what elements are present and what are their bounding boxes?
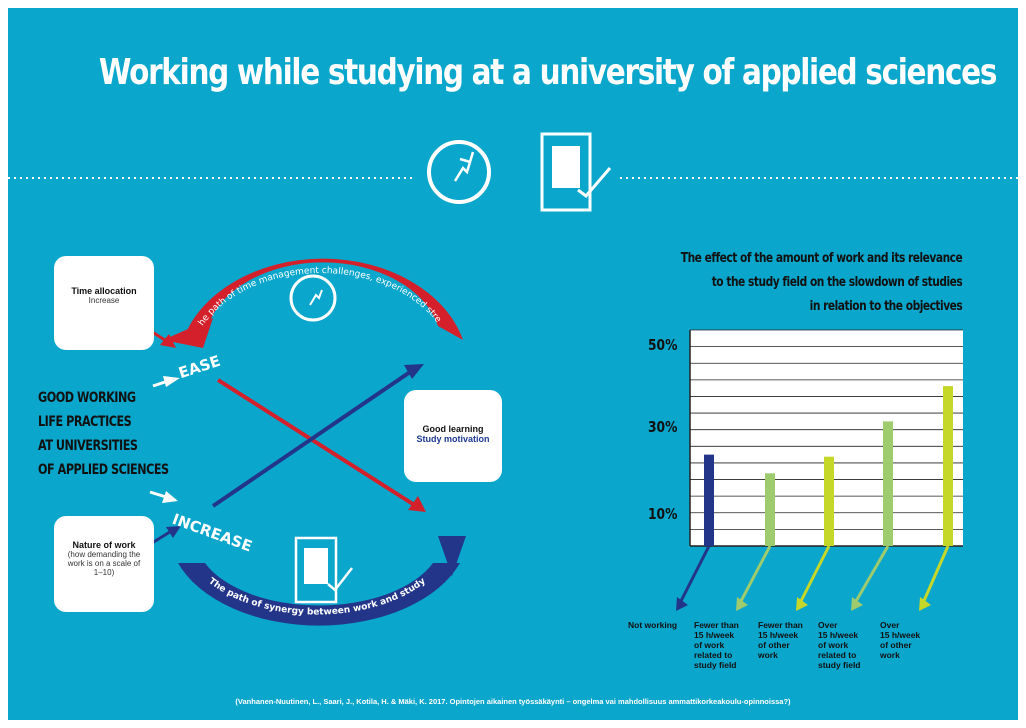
bottom-arc-arrowhead [438,536,466,576]
time-allocation-heading: Time allocation [71,286,137,296]
source-citation: (Vanhanen-Nuutinen, L., Saari, J., Kotil… [235,697,791,706]
chart-title: The effect of the amount of work and its… [680,247,963,319]
bar-pointer [738,545,772,604]
nature-of-work-sub: (how demanding the work is on a scale of… [67,550,141,577]
good-learning-box: Good learning Study motivation [404,390,502,482]
top-arc-arrowhead [163,318,213,348]
bar-pointer [921,545,950,604]
clock-icon [427,140,491,204]
bar [765,473,775,546]
document-check-icon [294,536,353,604]
category-label: Over 15 h/week of work related to study … [818,620,861,670]
bar-pointer [678,545,711,604]
y-tick-label: 30% [648,418,678,436]
bar-pointer-head [919,597,931,611]
bar [883,421,893,546]
bar-pointer-head [736,597,748,611]
increase-to-learning-arrow [211,368,415,508]
bar-pointer-head [676,597,688,611]
time-allocation-sub: Increase [88,296,120,305]
central-line: OF APPLIED SCIENCES [38,462,169,478]
bar [943,386,953,546]
bar-pointer-head [851,597,863,611]
bar [704,454,714,546]
category-label: Over 15 h/week of other work [880,620,921,660]
chart-title-line: in relation to the objectives [809,299,962,314]
central-line: AT UNIVERSITIES [38,438,138,454]
chart-title-line: to the study field on the slowdown of st… [711,275,962,290]
clock-icon [289,274,337,322]
time-allocation-box: Time allocation Increase [54,256,154,350]
category-label: Fewer than 15 h/week of other work [758,620,803,660]
bottom-arc-band [178,563,460,626]
header-divider [8,132,1018,212]
category-label: Not working [628,620,678,630]
infographic-panel: Working while studying at a university o… [8,8,1018,720]
bar [824,456,834,546]
y-tick-label: 50% [648,336,678,354]
central-statement: GOOD WORKING LIFE PRACTICES AT UNIVERSIT… [38,386,169,482]
central-line: GOOD WORKING [38,390,136,406]
page-title: Working while studying at a university o… [98,52,998,93]
bar-pointer-head [796,597,808,611]
good-learning-heading: Good learning [422,424,484,434]
central-line: LIFE PRACTICES [38,414,132,430]
ease-to-learning-arrow [216,378,418,508]
nature-of-work-box: Nature of work (how demanding the work i… [54,516,154,612]
synergy-diagram: The path of time management challenges, … [8,8,466,626]
y-tick-label: 10% [648,505,678,523]
category-label: Fewer than 15 h/week of work related to … [694,620,739,670]
nature-of-work-heading: Nature of work [72,540,136,550]
chart-title-line: The effect of the amount of work and its… [680,251,963,266]
bar-pointer [853,545,890,604]
good-learning-sub: Study motivation [416,434,490,444]
bar-chart [676,329,963,611]
bar-pointer [798,545,831,604]
document-check-icon [540,132,612,212]
